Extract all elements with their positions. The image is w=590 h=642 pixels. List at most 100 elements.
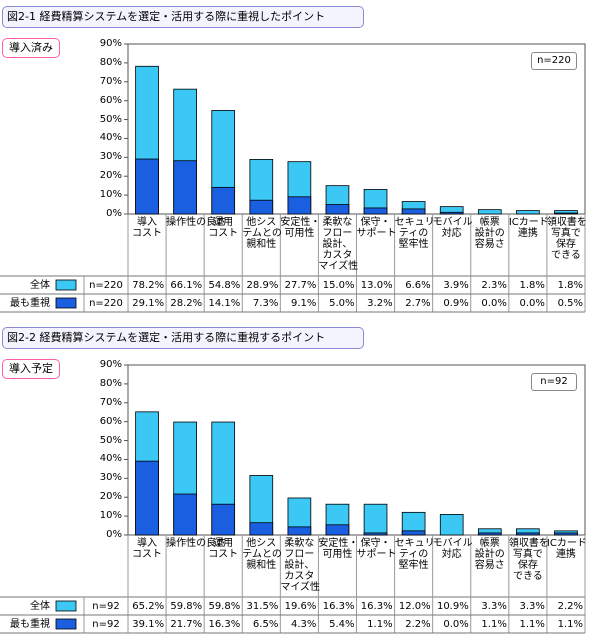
sample-size-cell: n=220 bbox=[89, 280, 123, 291]
y-tick-label: 20% bbox=[99, 491, 122, 503]
legend-label: 全体 bbox=[30, 601, 50, 612]
category-label: セキュリ ティの 堅牢性 bbox=[394, 217, 435, 250]
bar bbox=[439, 514, 464, 536]
group-label: 導入予定 bbox=[2, 359, 60, 379]
bar bbox=[211, 186, 236, 215]
y-tick-label: 10% bbox=[99, 189, 122, 201]
sample-size-cell: n=92 bbox=[92, 601, 120, 612]
bar bbox=[325, 524, 350, 536]
category-label: 操作性の良さ bbox=[166, 538, 227, 549]
value-label: 66.1% bbox=[170, 280, 203, 291]
bar bbox=[135, 460, 159, 536]
value-label: 19.6% bbox=[284, 601, 317, 612]
y-tick-label: 90% bbox=[99, 359, 122, 370]
bar bbox=[249, 199, 274, 215]
sample-size: n=220 bbox=[531, 52, 577, 70]
bar bbox=[363, 503, 388, 536]
category-label: 運用 コスト bbox=[208, 538, 239, 560]
bar bbox=[287, 526, 312, 536]
bar bbox=[439, 211, 464, 215]
value-label: 21.7% bbox=[170, 619, 203, 630]
category-label: 他シス テムとの 親和性 bbox=[242, 217, 282, 250]
legend-label: 最も重視 bbox=[10, 619, 50, 630]
category-label: 導入 コスト bbox=[132, 538, 163, 560]
value-label: 27.7% bbox=[284, 280, 317, 291]
category-label: ICカード 連携 bbox=[508, 217, 549, 239]
legend-swatch bbox=[55, 279, 77, 291]
value-label: 0.0% bbox=[519, 298, 545, 309]
category-label: モバイル 対応 bbox=[432, 217, 473, 239]
value-label: 3.3% bbox=[481, 601, 507, 612]
value-label: 39.1% bbox=[132, 619, 165, 630]
value-label: 7.3% bbox=[252, 298, 279, 309]
category-label: モバイル 対応 bbox=[432, 538, 473, 560]
value-label: 1.8% bbox=[557, 280, 583, 291]
y-tick-label: 70% bbox=[99, 396, 122, 408]
category-label: 操作性の良さ bbox=[166, 217, 227, 228]
y-tick-label: 0% bbox=[106, 529, 122, 540]
chart-title: 図2-2 経費精算システムを選定・活用する際に重視するポイント bbox=[2, 327, 364, 349]
category-label: 領収書を 写真で 保存 できる bbox=[546, 217, 587, 261]
y-tick-label: 60% bbox=[99, 94, 122, 106]
legend-label: 全体 bbox=[30, 280, 50, 291]
value-label: 28.9% bbox=[246, 280, 279, 291]
value-label: 2.3% bbox=[481, 280, 507, 291]
value-label: 15.0% bbox=[322, 280, 355, 291]
category-label: 柔軟な フロー 設計、 カスタ マイズ性 bbox=[318, 217, 359, 272]
value-label: 16.3% bbox=[322, 601, 355, 612]
plot-area bbox=[127, 43, 586, 215]
value-label: 29.1% bbox=[132, 298, 165, 309]
y-tick-label: 50% bbox=[99, 113, 122, 125]
bar bbox=[477, 209, 502, 215]
value-label: 65.2% bbox=[132, 601, 165, 612]
value-label: 2.2% bbox=[405, 619, 431, 630]
group-label: 導入済み bbox=[2, 38, 60, 58]
bar bbox=[135, 158, 159, 215]
value-label: 3.3% bbox=[519, 601, 545, 612]
value-label: 59.8% bbox=[170, 601, 203, 612]
category-label: 帳票 設計の 容易さ bbox=[474, 217, 505, 250]
value-label: 2.2% bbox=[557, 601, 583, 612]
value-label: 1.1% bbox=[367, 619, 393, 630]
value-label: 3.2% bbox=[367, 298, 393, 309]
y-tick-label: 90% bbox=[99, 38, 122, 49]
value-label: 78.2% bbox=[132, 280, 165, 291]
value-label: 28.2% bbox=[170, 298, 203, 309]
category-label: 安定性・ 可用性 bbox=[318, 538, 359, 560]
y-tick-label: 80% bbox=[99, 377, 122, 389]
y-tick-label: 80% bbox=[99, 56, 122, 68]
chart-title: 図2-1 経費精算システムを選定・活用する際に重視したポイント bbox=[2, 6, 364, 28]
y-tick-label: 60% bbox=[99, 415, 122, 427]
y-tick-label: 10% bbox=[99, 510, 122, 522]
value-label: 0.0% bbox=[443, 619, 469, 630]
value-label: 13.0% bbox=[360, 280, 393, 291]
value-label: 5.0% bbox=[329, 298, 355, 309]
value-label: 1.1% bbox=[557, 619, 583, 630]
value-label: 1.1% bbox=[519, 619, 545, 630]
category-label: 他シス テムとの 親和性 bbox=[242, 538, 282, 571]
value-label: 3.9% bbox=[443, 280, 469, 291]
y-tick-label: 40% bbox=[99, 132, 122, 144]
y-tick-label: 70% bbox=[99, 75, 122, 87]
value-label: 4.3% bbox=[291, 619, 317, 630]
bar bbox=[287, 196, 312, 215]
category-label: 導入 コスト bbox=[132, 217, 163, 239]
value-label: 5.4% bbox=[329, 619, 355, 630]
value-label: 31.5% bbox=[246, 601, 279, 612]
sample-size-cell: n=92 bbox=[92, 619, 120, 630]
legend-swatch bbox=[55, 600, 77, 612]
category-label: 保守・ サポート bbox=[356, 217, 397, 239]
bar bbox=[173, 160, 197, 215]
value-label: 1.1% bbox=[481, 619, 507, 630]
y-tick-label: 50% bbox=[99, 434, 122, 446]
category-label: 領収書を 写真で 保存 できる bbox=[508, 538, 549, 582]
category-label: 柔軟な フロー 設計、 カスタ マイズ性 bbox=[280, 538, 321, 593]
value-label: 1.8% bbox=[519, 280, 545, 291]
bar bbox=[173, 493, 197, 536]
bar bbox=[554, 532, 578, 536]
value-label: 10.9% bbox=[436, 601, 469, 612]
bar bbox=[554, 212, 578, 215]
y-tick-label: 40% bbox=[99, 453, 122, 465]
value-label: 59.8% bbox=[208, 601, 241, 612]
